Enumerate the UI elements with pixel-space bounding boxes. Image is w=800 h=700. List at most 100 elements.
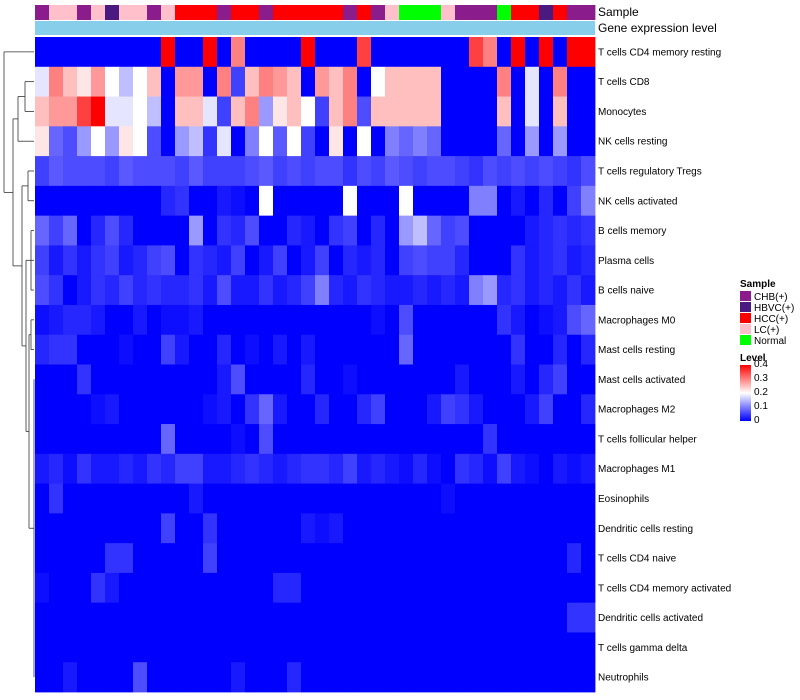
heatmap-cell (105, 96, 120, 127)
heatmap-cell (49, 453, 64, 484)
heatmap-cell (357, 543, 372, 574)
heatmap-cell (343, 215, 358, 246)
heatmap-cell (189, 602, 204, 633)
heatmap-cell (357, 156, 372, 187)
heatmap-cell (147, 185, 162, 217)
level-tick-label: 0.4 (754, 359, 768, 370)
heatmap-cell (301, 126, 316, 157)
heatmap-cell (483, 66, 498, 97)
heatmap-cell (63, 96, 78, 127)
heatmap-cell (315, 304, 330, 336)
heatmap-cell (371, 394, 386, 425)
heatmap-cell (287, 185, 302, 217)
heatmap-cell (511, 96, 526, 127)
heatmap-cell (161, 453, 176, 484)
heatmap-cell (63, 483, 78, 514)
heatmap-cell (343, 96, 358, 127)
heatmap-cell (553, 185, 568, 217)
heatmap-cell (35, 66, 50, 97)
level-tick-label: 0 (754, 415, 760, 426)
heatmap-cell (189, 662, 204, 693)
heatmap-cell (357, 66, 372, 97)
heatmap-cell (329, 394, 344, 425)
heatmap-cell (119, 304, 134, 336)
heatmap-cell (259, 543, 274, 574)
heatmap-cell (301, 215, 316, 246)
heatmap-cell (469, 275, 484, 306)
heatmap-cell (133, 364, 148, 395)
heatmap-cell (511, 632, 526, 663)
heatmap-cell (441, 602, 456, 633)
heatmap-cell (385, 215, 400, 246)
sample-annotation-cell (217, 5, 232, 20)
heatmap-cell (35, 215, 50, 246)
heatmap-cell (483, 364, 498, 395)
sample-annotation-cell (553, 5, 568, 20)
heatmap-cell (49, 602, 64, 633)
heatmap-cell (553, 215, 568, 246)
heatmap-cell (203, 364, 218, 395)
heatmap-cell (147, 632, 162, 663)
heatmap-cell (441, 304, 456, 336)
heatmap-cell (441, 572, 456, 604)
heatmap-cell (469, 602, 484, 633)
heatmap-cell (315, 572, 330, 604)
heatmap-cell (525, 215, 540, 246)
heatmap-cell (231, 632, 246, 663)
heatmap-cell (427, 394, 442, 425)
heatmap-cell (35, 483, 50, 514)
heatmap-cell (413, 126, 428, 157)
heatmap-cell (147, 245, 162, 276)
heatmap-cell (77, 424, 92, 455)
heatmap-cell (189, 334, 204, 365)
heatmap-cell (567, 37, 582, 68)
heatmap-cell (497, 453, 512, 484)
heatmap-cell (567, 424, 582, 455)
sample-annotation-cell (581, 5, 596, 20)
heatmap-cell (357, 304, 372, 336)
heatmap-cell (217, 572, 232, 604)
heatmap-cell (399, 602, 414, 633)
heatmap-cell (525, 424, 540, 455)
heatmap-cell (161, 394, 176, 425)
heatmap-cell (245, 185, 260, 217)
heatmap-cell (203, 37, 218, 68)
heatmap-cell (413, 453, 428, 484)
heatmap-cell (469, 543, 484, 574)
heatmap-cell (497, 185, 512, 217)
heatmap-cell (287, 572, 302, 604)
sample-annotation-cell (511, 5, 526, 20)
heatmap-cell (147, 66, 162, 97)
heatmap-cell (105, 543, 120, 574)
heatmap-cell (217, 453, 232, 484)
heatmap-cell (399, 215, 414, 246)
heatmap-cell (581, 394, 596, 425)
heatmap-cell (287, 66, 302, 97)
heatmap-cell (469, 662, 484, 693)
heatmap-cell (105, 662, 120, 693)
heatmap-cell (343, 334, 358, 365)
heatmap-cell (469, 394, 484, 425)
heatmap-cell (175, 185, 190, 217)
heatmap-cell (511, 126, 526, 157)
heatmap-cell (343, 453, 358, 484)
heatmap-cell (399, 304, 414, 336)
heatmap-cell (35, 632, 50, 663)
heatmap-cell (525, 37, 540, 68)
heatmap-cell (497, 483, 512, 514)
heatmap-cell (413, 66, 428, 97)
sample-annotation-cell (497, 5, 512, 20)
heatmap-cell (441, 364, 456, 395)
heatmap-cell (469, 483, 484, 514)
heatmap-cell (119, 245, 134, 276)
heatmap-cell (413, 632, 428, 663)
heatmap-cell (427, 364, 442, 395)
heatmap-cell (455, 453, 470, 484)
heatmap-cell (553, 662, 568, 693)
heatmap-cell (161, 602, 176, 633)
heatmap-cell (497, 275, 512, 306)
heatmap-cell (119, 215, 134, 246)
sample-annotation-cell (315, 5, 330, 20)
sample-annotation-cell (245, 5, 260, 20)
heatmap-cell (287, 304, 302, 336)
